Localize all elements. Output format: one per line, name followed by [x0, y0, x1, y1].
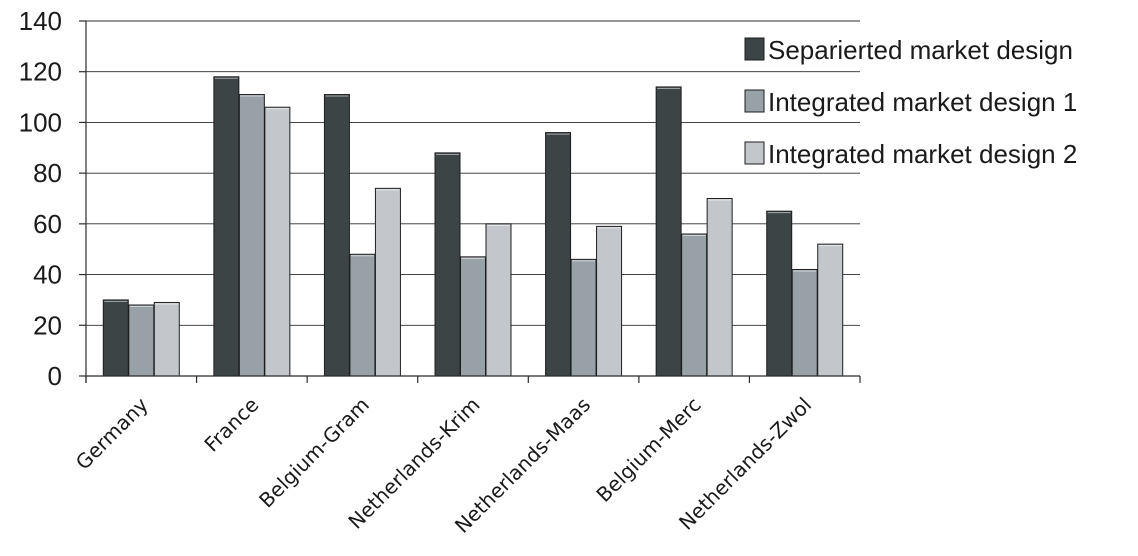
bar-separierted-market-design-france [213, 76, 240, 377]
bar-integrated-market-design-1-netherlands-maas [570, 258, 597, 377]
bar-separierted-market-design-belgium-gram [323, 94, 350, 377]
y-tick-label: 120 [19, 57, 62, 87]
legend-swatch-integrated-market-design-2 [744, 141, 765, 165]
bar-integrated-market-design-2-netherlands-maas [596, 225, 623, 377]
x-tick-labels: Germany FranceBelgium-GramNetherlands-Kri… [71, 392, 816, 537]
bar-integrated-market-design-1-netherlands-krim [460, 256, 486, 377]
x-tick-label: Belgium-Gram [254, 393, 374, 513]
bar-integrated-market-design-1-germany [128, 304, 155, 377]
y-tick-label: 60 [33, 209, 62, 239]
bar-separierted-market-design-netherlands-zwol [766, 210, 793, 377]
bar-integrated-market-design-2-germany [153, 301, 180, 377]
bar-integrated-market-design-2-belgium-merc [706, 198, 733, 377]
legend: Separierted market design Integrated mark… [744, 35, 1077, 169]
legend-label-integrated-market-design-1: Integrated market design 1 [768, 87, 1077, 117]
x-tick-label: Germany [71, 392, 153, 474]
bar-integrated-market-design-2-netherlands-krim [485, 223, 512, 377]
y-tick-label: 140 [19, 6, 62, 36]
y-tick-label: 40 [33, 260, 62, 290]
bar-integrated-market-design-2-belgium-gram [374, 187, 401, 377]
bars [102, 76, 844, 377]
legend-swatch-separierted-market-design [744, 37, 765, 61]
legend-swatch-integrated-market-design-1 [744, 89, 765, 113]
axes [79, 20, 861, 383]
bar-integrated-market-design-1-france [238, 94, 265, 377]
legend-label-separierted-market-design: Separierted market design [768, 35, 1073, 65]
bar-separierted-market-design-netherlands-krim [434, 152, 461, 377]
x-tick-label: Belgium-Merc [591, 393, 705, 507]
y-tick-label: 100 [19, 107, 62, 137]
y-tick-labels: 0 20 40 60 80 100 120 140 [19, 6, 62, 391]
bar-integrated-market-design-2-netherlands-zwol [817, 243, 844, 377]
bar-integrated-market-design-1-belgium-gram [349, 253, 376, 377]
bar-integrated-market-design-1-belgium-merc [681, 233, 708, 377]
bar-integrated-market-design-2-france [264, 106, 291, 377]
bar-separierted-market-design-germany [102, 299, 129, 377]
y-tick-label: 0 [48, 361, 62, 391]
y-tick-label: 80 [33, 158, 62, 188]
bar-separierted-market-design-netherlands-maas [545, 132, 572, 377]
bar-integrated-market-design-1-netherlands-zwol [791, 269, 818, 377]
y-tick-label: 20 [33, 310, 62, 340]
bar-separierted-market-design-belgium-merc [655, 86, 682, 377]
x-tick-label: France [199, 393, 263, 457]
legend-label-integrated-market-design-2: Integrated market design 2 [768, 139, 1077, 169]
